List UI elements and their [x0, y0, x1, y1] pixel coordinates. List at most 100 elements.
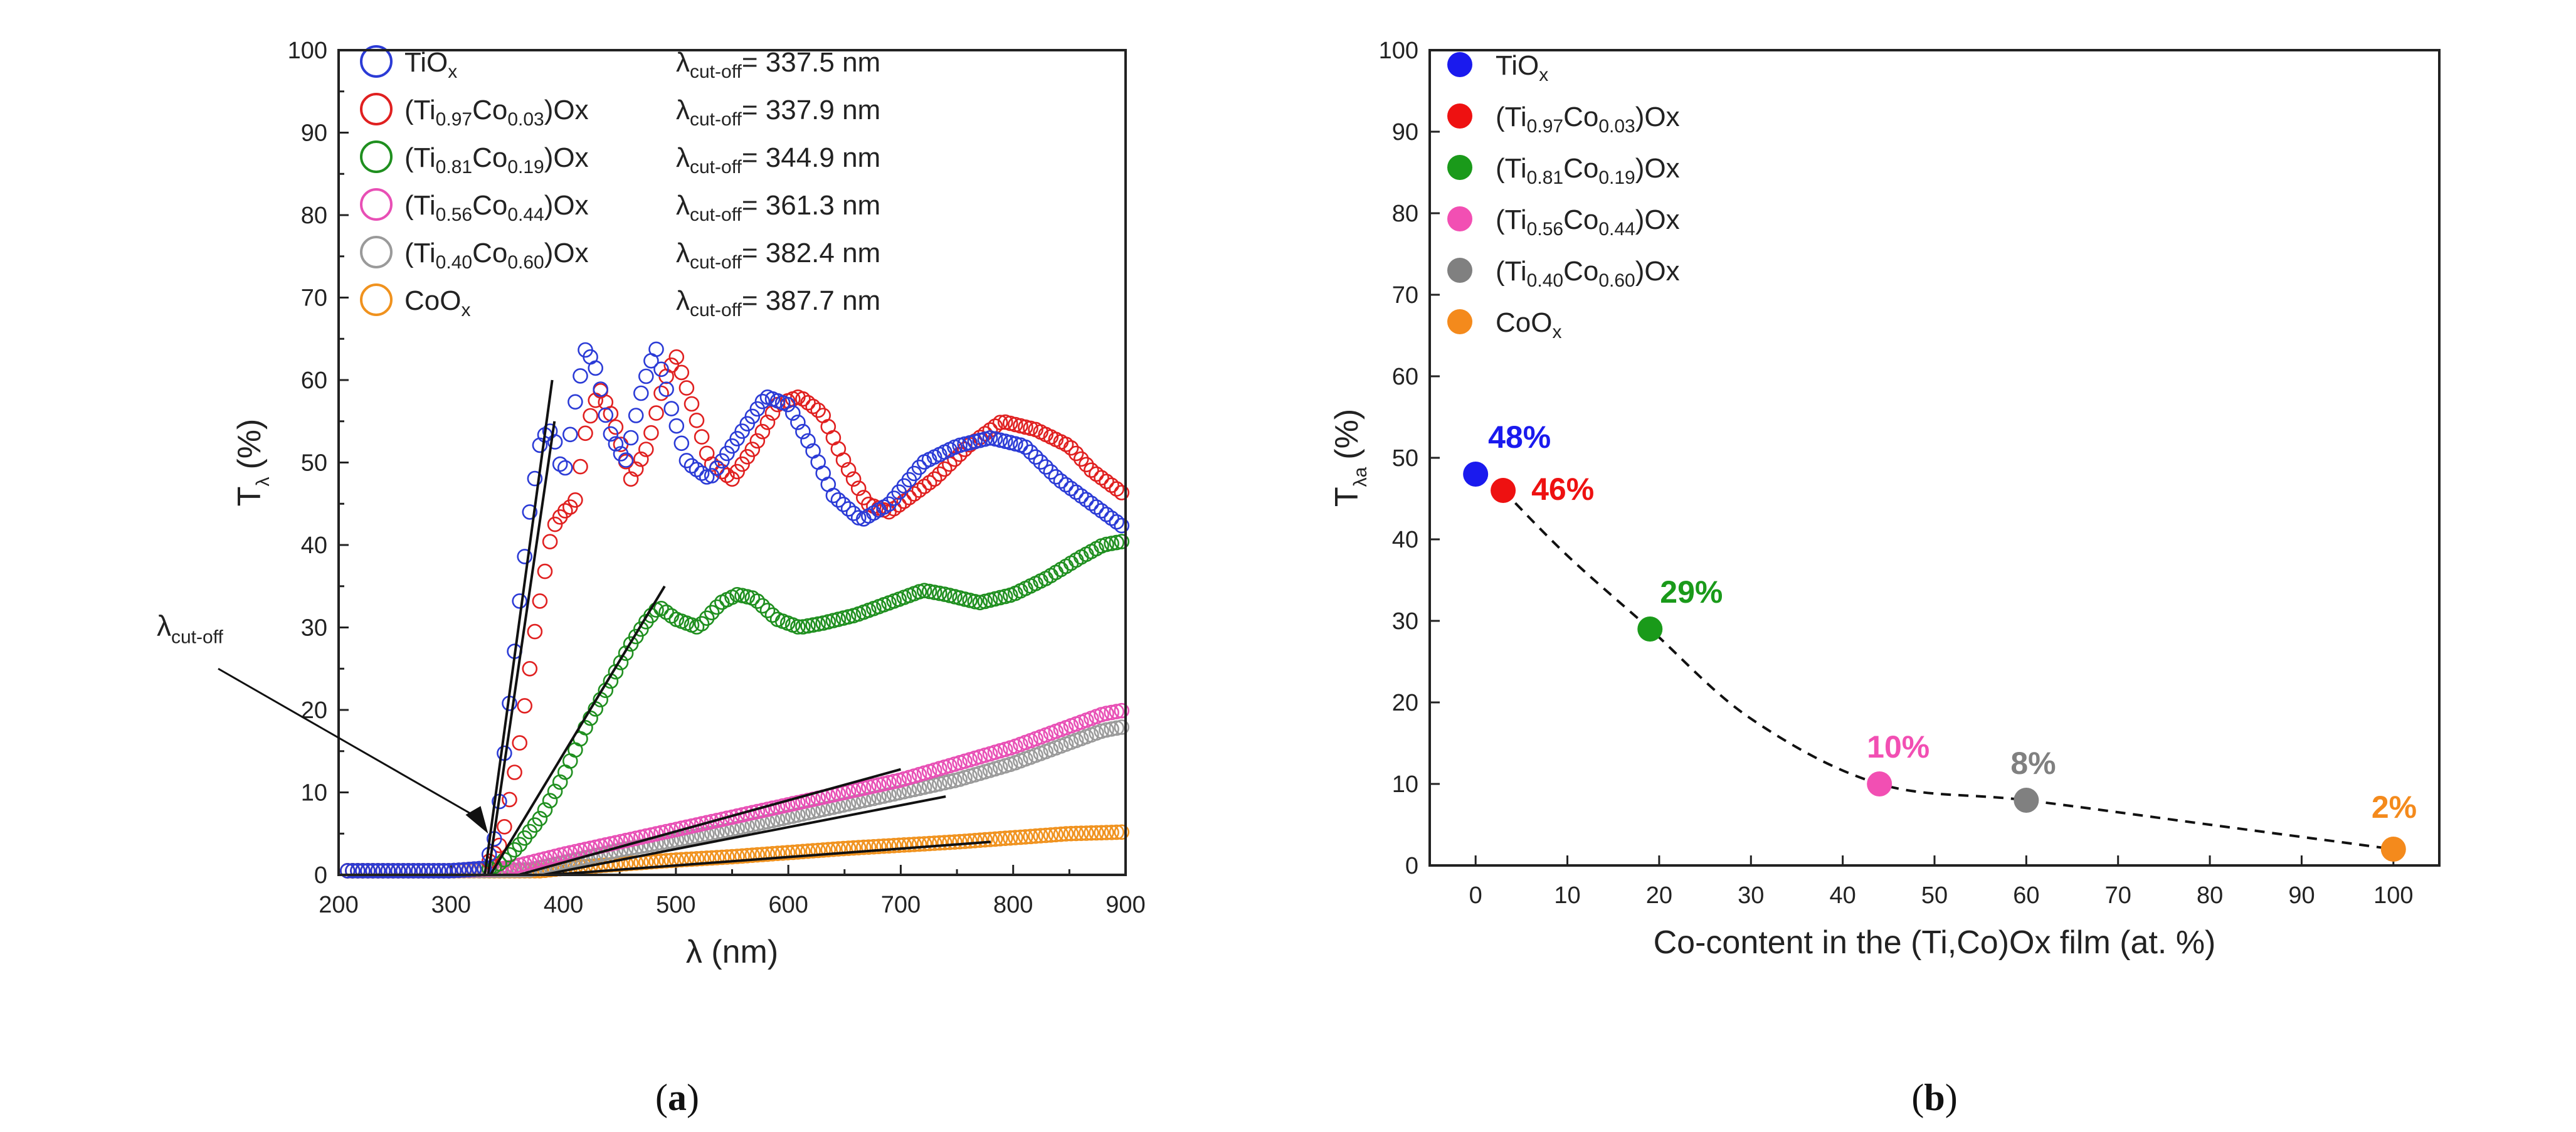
data-point: [1079, 492, 1094, 508]
data-point: [861, 839, 877, 855]
panel-b-legend-label: (Ti0.97Co0.03)Ox: [1496, 102, 1680, 137]
data-point: [380, 863, 396, 879]
panel-a-y-tick-label: 100: [288, 38, 327, 64]
data-point: [370, 863, 386, 879]
data-point: [987, 831, 1003, 847]
data-point: [982, 832, 998, 847]
panel-b-legend-marker: [1447, 258, 1472, 283]
data-point: [573, 368, 588, 384]
panel-a-x-tick-label: 800: [993, 892, 1033, 918]
data-point: [972, 832, 988, 848]
data-point: [532, 593, 548, 609]
data-point: [552, 456, 568, 472]
panel-b-x-tick-label: 40: [1829, 882, 1855, 909]
data-point: [1109, 534, 1124, 551]
data-point: [724, 849, 740, 865]
data-point: [431, 863, 446, 879]
data-point: [668, 852, 685, 868]
data-point: [1094, 503, 1109, 519]
data-point: [694, 850, 710, 867]
panel-a-legend-label: TiOx: [404, 47, 457, 82]
data-point: [583, 408, 598, 424]
data-point: [1104, 721, 1119, 737]
panel-b-legend-label: (Ti0.40Co0.60)Ox: [1496, 256, 1680, 291]
data-point: [759, 415, 776, 430]
data-point: [805, 617, 821, 633]
panel-b-x-tick-label: 100: [2373, 882, 2413, 909]
data-point: [850, 840, 867, 855]
panel-b-x-tick-label: 50: [1921, 882, 1948, 909]
series-(Ti0.97Co0.03)Ox: [339, 349, 1129, 879]
data-point-(Ti0.56Co0.44)Ox: [1867, 771, 1892, 796]
data-point: [441, 863, 457, 879]
data-point: [668, 349, 685, 365]
data-point: [916, 479, 932, 494]
data-point: [1038, 827, 1053, 844]
panel-b-x-tick-label: 0: [1469, 882, 1482, 909]
panel-b-caption-letter: b: [1924, 1077, 1945, 1118]
panel-a-legend-marker: [360, 188, 393, 221]
data-point: [684, 851, 700, 867]
data-point: [598, 407, 614, 423]
data-point: [618, 855, 634, 872]
data-point: [754, 847, 771, 862]
data-point: [1114, 517, 1129, 534]
data-point: [704, 850, 720, 866]
data-label: 8%: [2010, 746, 2056, 781]
panel-b-caption: (b): [1911, 1077, 1957, 1118]
panel-a-x-tick-label: 600: [768, 892, 808, 918]
data-point: [947, 834, 963, 850]
tangent-line: [487, 421, 556, 875]
data-point: [754, 423, 771, 440]
data-point: [709, 850, 725, 865]
data-point: [982, 430, 998, 446]
data-point: [911, 459, 927, 475]
data-point: [547, 434, 563, 450]
data-point: [1063, 825, 1079, 842]
panel-a-legend-marker: [360, 45, 393, 78]
data-point: [648, 405, 664, 421]
data-point: [1053, 561, 1069, 578]
panel-b-trend-line: [1502, 489, 2394, 850]
data-point: [638, 442, 654, 457]
data-point: [1079, 457, 1094, 473]
data-point: [1089, 825, 1104, 841]
data-point: [942, 774, 958, 790]
data-point: [749, 847, 766, 863]
data-point-CoOx: [2380, 837, 2406, 862]
data-point: [911, 836, 927, 852]
data-point: [921, 835, 937, 852]
data-point: [593, 381, 609, 397]
data-point: [1023, 444, 1038, 460]
data-point: [1104, 536, 1119, 551]
data-point: [512, 735, 528, 751]
data-point: [552, 774, 568, 790]
data-point: [866, 778, 882, 794]
data-point: [820, 842, 837, 858]
data-point: [1084, 825, 1099, 841]
data-point: [947, 451, 963, 467]
data-point: [689, 851, 705, 867]
data-point: [921, 475, 937, 491]
data-point: [542, 534, 558, 550]
data-point: [1109, 720, 1124, 736]
panel-a-legend-cutoff: λcut-off= 337.9 nm: [676, 95, 880, 130]
data-point: [810, 842, 826, 859]
data-point: [365, 863, 381, 879]
data-point: [1043, 464, 1059, 480]
data-point: [1104, 477, 1119, 494]
data-point: [906, 837, 922, 852]
data-point: [633, 385, 649, 401]
data-point: [790, 415, 806, 430]
data-point: [932, 585, 948, 601]
data-point: [426, 863, 441, 879]
panel-a-y-label-unit: (%): [231, 419, 268, 470]
data-point: [1023, 828, 1038, 845]
panel-b-y-label-main: T: [1329, 487, 1365, 507]
data-point: [658, 381, 674, 398]
series-TiOx: [339, 341, 1129, 879]
data-point: [1099, 706, 1114, 721]
panel-b-x-tick-label: 30: [1738, 882, 1764, 909]
data-point: [962, 833, 978, 849]
data-point: [623, 855, 639, 871]
